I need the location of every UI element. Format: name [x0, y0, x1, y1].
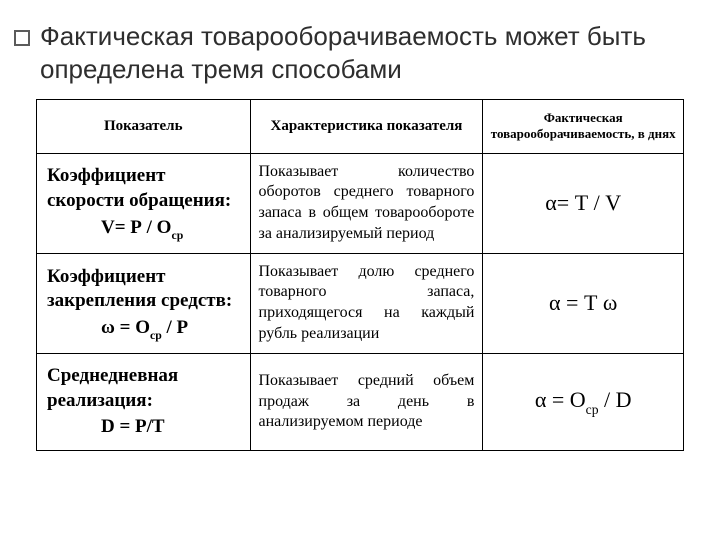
indicator-cell: Коэффициент скорости обращения: V= Р / Ос… — [37, 153, 251, 253]
col-header-indicator: Показатель — [37, 100, 251, 154]
slide-title: Фактическая товарооборачиваемость может … — [40, 20, 684, 85]
table-row: Среднедневная реализация:D = P/TПоказыва… — [37, 353, 684, 450]
table-body: Коэффициент скорости обращения: V= Р / Ос… — [37, 153, 684, 450]
description-cell: Показывает средний объем продаж за день … — [250, 353, 483, 450]
indicator-name: Коэффициент скорости обращения: — [47, 164, 240, 213]
indicator-formula: ω = Оср / Р — [47, 316, 240, 342]
description-cell: Показывает количество оборотов среднего … — [250, 153, 483, 253]
formula-cell: α = Оср / D — [483, 353, 684, 450]
indicator-formula: D = P/T — [47, 415, 240, 440]
table-row: Коэффициент скорости обращения: V= Р / Ос… — [37, 153, 684, 253]
formula-cell: α = Т ω — [483, 253, 684, 353]
indicator-name: Среднедневная реализация: — [47, 364, 240, 413]
col-header-description: Характеристика показателя — [250, 100, 483, 154]
table-row: Коэффициент закрепления средств:ω = Оср … — [37, 253, 684, 353]
description-cell: Показывает долю среднего товарного запас… — [250, 253, 483, 353]
title-bullet-icon — [14, 30, 30, 46]
indicator-formula: V= Р / Оср — [47, 216, 240, 242]
indicator-cell: Среднедневная реализация:D = P/T — [37, 353, 251, 450]
table-header-row: Показатель Характеристика показателя Фак… — [37, 100, 684, 154]
indicator-name: Коэффициент закрепления средств: — [47, 265, 240, 314]
indicators-table: Показатель Характеристика показателя Фак… — [36, 99, 684, 451]
formula-cell: α= Т / V — [483, 153, 684, 253]
indicator-cell: Коэффициент закрепления средств:ω = Оср … — [37, 253, 251, 353]
col-header-formula: Фактическая товарооборачиваемость, в дня… — [483, 100, 684, 154]
slide: Фактическая товарооборачиваемость может … — [0, 0, 720, 540]
